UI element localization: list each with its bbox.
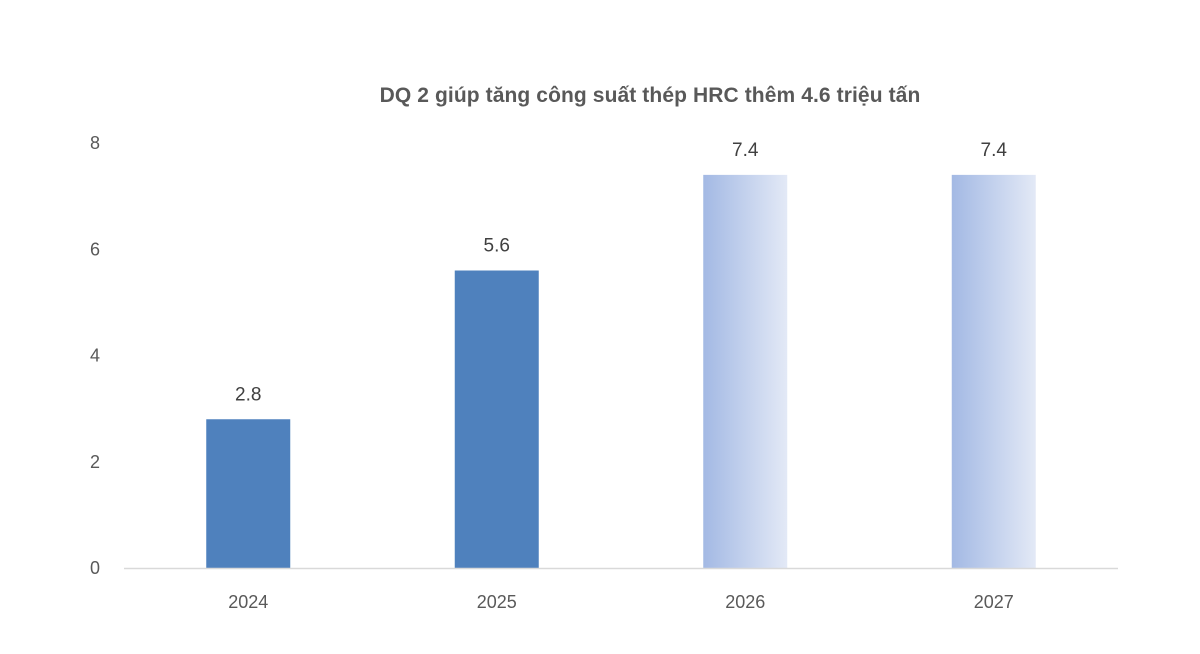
y-tick-label: 2 — [90, 452, 100, 472]
data-label-2027: 7.4 — [981, 140, 1008, 161]
y-tick-label: 8 — [90, 133, 100, 153]
data-label-2025: 5.6 — [484, 236, 510, 257]
y-tick-label: 6 — [90, 239, 100, 259]
bar-2025 — [454, 270, 539, 568]
bar-2024 — [206, 419, 291, 568]
bar-2027 — [951, 174, 1036, 568]
bar-2026 — [703, 174, 788, 568]
data-label-2024: 2.8 — [235, 384, 261, 405]
x-tick-label: 2024 — [228, 592, 268, 612]
x-tick-label: 2027 — [974, 592, 1014, 612]
x-tick-label: 2025 — [477, 592, 517, 612]
x-tick-label: 2026 — [725, 592, 765, 612]
bars-group — [206, 174, 1036, 568]
y-axis-ticks: 0 2 4 6 8 — [90, 133, 100, 578]
x-axis-ticks: 2024 2025 2026 2027 — [228, 592, 1014, 612]
data-labels-group: 2.8 5.6 7.4 7.4 — [235, 140, 1007, 405]
y-tick-label: 4 — [90, 346, 100, 366]
y-tick-label: 0 — [90, 558, 100, 578]
data-label-2026: 7.4 — [732, 140, 759, 161]
chart-title: DQ 2 giúp tăng công suất thép HRC thêm 4… — [379, 84, 921, 107]
